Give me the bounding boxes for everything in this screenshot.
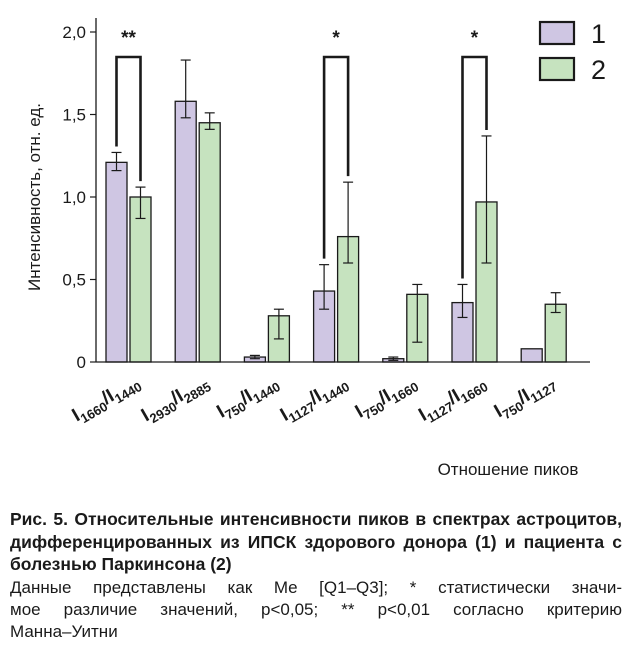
caption-note-line: мое различие значений, p<0,05; ** p<0,01… [10, 599, 622, 619]
x-tick-label: I750/I1660 [352, 371, 422, 425]
legend-swatch [538, 20, 576, 46]
caption-note: Данные представлены как Me [Q1–Q3]; * ст… [10, 577, 622, 643]
caption-title: Рис. 5. Относительные интенсивности пико… [10, 509, 622, 574]
significance-bracket [115, 55, 142, 182]
x-tick-label: I750/I1127 [491, 371, 560, 425]
y-tick-label: 0,5 [62, 271, 86, 290]
legend-label: 2 [591, 55, 606, 85]
bar [520, 348, 543, 363]
legend-swatch [538, 56, 576, 82]
x-tick-label: I1127/I1440 [277, 371, 352, 428]
x-tick-label: I750/I1440 [213, 371, 283, 425]
x-tick-label: I2930/I2885 [138, 371, 214, 429]
x-tick-label: I1660/I1440 [69, 371, 145, 429]
caption-note-line: Манна–Уитни [10, 621, 118, 641]
bar [105, 161, 128, 363]
y-tick-label: 2,0 [62, 23, 86, 42]
bar [129, 196, 152, 363]
bars-layer [105, 59, 567, 363]
bar-chart: 00,51,01,52,0I1660/I1440I2930/I2885I750/… [25, 18, 606, 479]
legend: 12 [538, 19, 606, 85]
x-tick-label: I1127/I1660 [415, 371, 490, 428]
caption-note-line: Данные представлены как Me [Q1–Q3]; * ст… [10, 577, 622, 597]
bar [174, 100, 197, 363]
figure-caption: Рис. 5. Относительные интенсивности пико… [10, 508, 622, 643]
bar [198, 122, 221, 363]
legend-label: 1 [591, 19, 606, 49]
significance-label: * [332, 28, 340, 49]
significance-label: ** [121, 28, 136, 49]
significance-layer: ** * * [115, 28, 488, 279]
significance-bracket [322, 55, 350, 259]
x-axis-title: Отношение пиков [438, 460, 579, 479]
y-tick-label: 1,0 [62, 188, 86, 207]
significance-label: * [471, 28, 479, 49]
significance-bracket [461, 55, 488, 279]
y-tick-label: 0 [77, 353, 86, 372]
y-axis-title: Интенсивность, отн. ед. [25, 103, 44, 291]
y-tick-label: 1,5 [62, 106, 86, 125]
